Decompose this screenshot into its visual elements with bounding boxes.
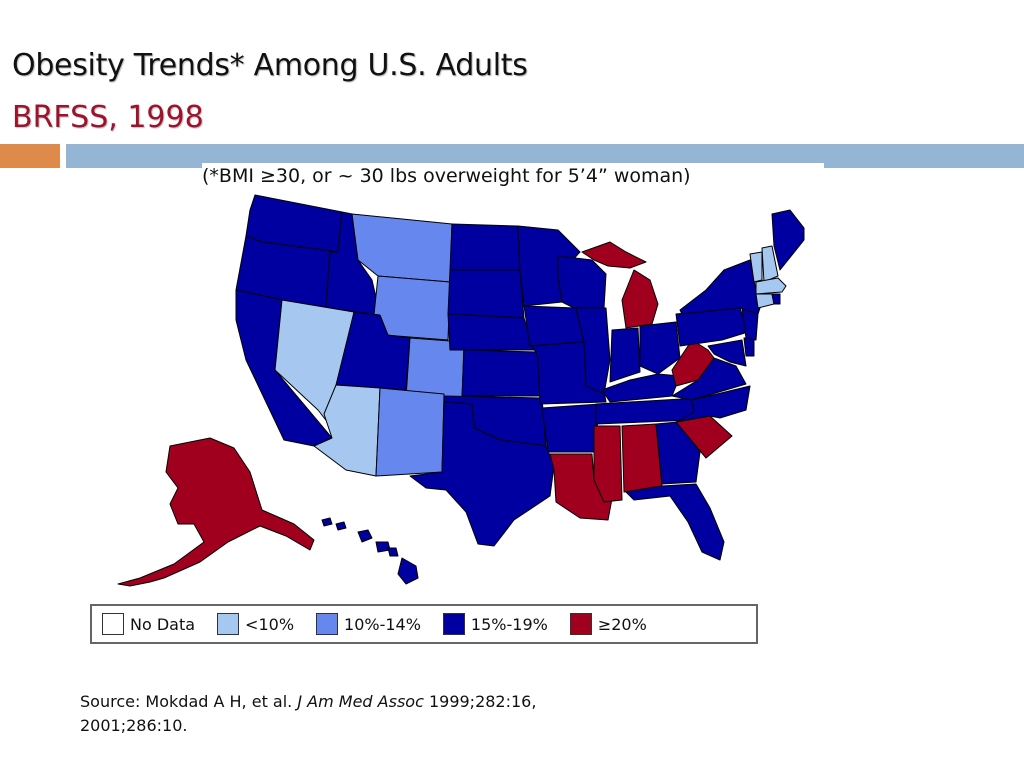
source-prefix: Source: Mokdad A H, et al.	[80, 692, 298, 711]
state-HI-1	[321, 517, 333, 527]
source-line2: 2001;286:10.	[80, 716, 188, 735]
source-citation: Source: Mokdad A H, et al. J Am Med Asso…	[80, 690, 536, 738]
slide-subtitle: BRFSS, 1998	[12, 100, 204, 135]
state-KS	[461, 349, 541, 397]
state-MI-lower	[621, 269, 659, 329]
source-suffix: 1999;282:16,	[423, 692, 537, 711]
legend-swatch-15to19	[442, 613, 465, 635]
legend-swatch-10to14	[316, 613, 339, 635]
source-journal: J Am Med Assoc	[297, 692, 424, 711]
state-CT	[755, 293, 775, 309]
state-NY	[679, 259, 763, 315]
legend-item-ge20: ≥20%	[569, 613, 647, 635]
accent-bar-orange	[0, 144, 60, 168]
state-FL	[625, 483, 725, 561]
state-TX	[409, 401, 555, 547]
legend-label-no-data: No Data	[130, 614, 196, 634]
state-HI-2	[335, 521, 347, 531]
state-HI-5	[387, 547, 399, 557]
state-MS	[593, 425, 623, 503]
state-MI-upper	[581, 241, 647, 269]
state-NC	[675, 385, 751, 423]
legend-swatch-lt10	[217, 613, 240, 635]
state-SD	[447, 269, 525, 319]
state-NM	[375, 387, 445, 477]
state-HI-6	[397, 557, 419, 585]
state-LA	[549, 453, 615, 521]
state-IL	[575, 307, 611, 395]
state-RI	[771, 293, 781, 305]
legend-item-no-data: No Data	[102, 613, 195, 635]
bmi-note: (*BMI ≥30, or ~ 30 lbs overweight for 5’…	[202, 163, 824, 189]
state-ND	[449, 223, 521, 271]
state-NH	[761, 245, 779, 283]
state-DE	[743, 337, 755, 357]
legend-item-15to19: 15%-19%	[442, 613, 548, 635]
legend-label-lt10: <10%	[245, 614, 295, 634]
state-WI	[557, 255, 607, 309]
state-HI-4	[375, 541, 391, 553]
legend-label-ge20: ≥20%	[597, 614, 647, 634]
state-AK	[117, 437, 315, 587]
state-ME	[771, 209, 805, 271]
state-IN	[609, 327, 641, 383]
state-IA	[523, 305, 585, 347]
state-HI-3	[357, 529, 373, 543]
state-MD	[707, 339, 747, 367]
slide-title: Obesity Trends* Among U.S. Adults	[12, 48, 528, 83]
state-AL	[621, 423, 663, 493]
legend-item-10to14: 10%-14%	[316, 613, 421, 635]
us-obesity-map	[117, 194, 805, 587]
state-VT	[749, 251, 763, 283]
legend-label-15to19: 15%-19%	[470, 614, 548, 634]
map-legend: No Data <10% 10%-14% 15%-19% ≥20%	[90, 604, 758, 644]
state-OH	[639, 321, 681, 375]
legend-swatch-ge20	[569, 613, 592, 635]
state-MT	[351, 213, 453, 283]
state-AR	[541, 403, 601, 453]
legend-item-lt10: <10%	[217, 613, 294, 635]
state-NE	[447, 313, 535, 351]
legend-swatch-no-data	[102, 613, 124, 635]
legend-label-10to14: 10%-14%	[344, 614, 421, 634]
state-MA	[755, 277, 787, 295]
